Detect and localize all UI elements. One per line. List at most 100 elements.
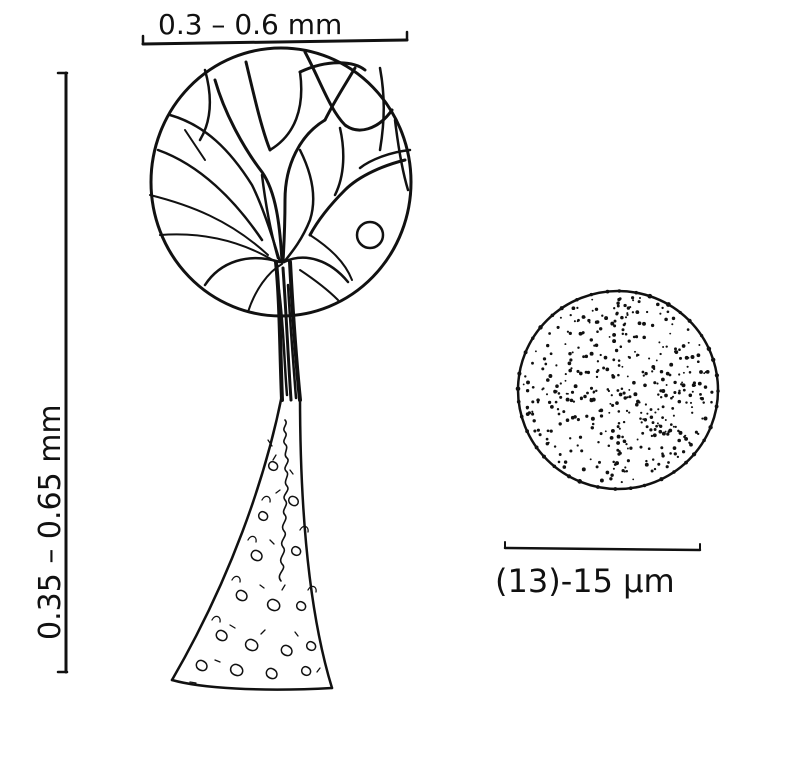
spore-dot [548,332,551,335]
spore-dot [607,444,611,447]
spore-dot [656,302,660,307]
spore-wall-bead [706,346,712,352]
spore-dot [677,399,682,404]
spore-dot [573,384,578,389]
spore-dot [696,353,701,358]
spore-dot [557,460,561,464]
spore-dot [547,400,552,405]
spore-dot [690,355,695,359]
spore-dot [676,455,680,459]
spore-dot [626,375,629,378]
spore-dot [624,466,627,469]
spore-dot [645,459,648,463]
spore-dot [576,418,580,422]
spore-wall-bead [559,306,564,311]
spore-dot [536,398,540,402]
spore-dot [596,360,600,363]
spore-dot [586,391,589,395]
spore-wall-bead [517,371,522,376]
spore-wall-bead [702,438,706,443]
spore-dot [628,411,631,414]
spore-dot [687,341,690,344]
spore-dot [644,403,648,406]
spore-dot [614,348,619,353]
spore-dot [662,346,665,348]
spore-dot [599,478,604,483]
spore-dot [677,438,681,443]
spore-dot [634,350,636,353]
spore-dot [657,393,660,396]
spore-dot [673,390,677,395]
spore-dot [632,380,636,385]
spore-dot [668,428,673,433]
spore-dot [624,316,628,319]
spore-dot [531,400,535,404]
spore-wall-bead [642,483,647,488]
spore-dot [661,454,665,458]
spore-dot [704,370,708,374]
spore-dot [608,335,611,338]
spore-dot [558,453,562,456]
spore-dot [569,449,573,453]
spore-dot [634,335,639,339]
spore-dot [642,321,646,326]
spore-dot [591,309,594,312]
spore-dot [665,465,669,469]
spore-dot [689,401,693,404]
spore-dot [626,396,629,399]
spore-dot [559,316,562,319]
spore-dot [693,384,697,387]
spore-dot [656,422,659,425]
spore-dot [568,331,572,336]
spore-dot [564,343,567,346]
spore-dot [686,365,689,368]
spore-dot [651,370,654,373]
spore-wall-bead [577,479,583,484]
spore-wall-bead [708,425,713,430]
spore-dot [618,450,621,453]
spore-dot [616,434,621,439]
spore-dot [620,387,624,390]
spore-dot [632,299,635,302]
spore-dot [631,296,635,300]
spore-dot [628,356,631,359]
spore-wall-bead [538,325,543,330]
spore-dot [639,417,642,420]
spore-dot [652,433,657,438]
spore-dot [621,469,625,473]
spore-dot [659,369,664,374]
spore-dot [612,460,615,464]
spore-dot [612,332,617,337]
spore-dot [692,381,696,385]
spore-dot [563,460,568,464]
spore-dot [617,364,621,367]
spore-dot [687,357,690,359]
capitulum [149,46,413,318]
spore-dot [653,428,657,431]
spore-dot [599,414,604,418]
spore-wall-bead [589,292,593,297]
spore-dot [643,383,647,388]
spore-dot [637,300,641,304]
spore-dot [669,362,674,367]
spore-dot [673,380,677,385]
spore-wall-bead [575,297,579,302]
spore-dot [603,355,608,360]
spore-wall-bead [714,373,720,378]
spore-dot [643,418,648,422]
spore-dot [665,384,668,386]
spore-dot [661,389,666,393]
spore-dot [659,424,663,428]
spore-dot [647,447,651,451]
spore-dot [632,335,636,339]
spore-dot [596,330,599,333]
spore-dot [564,373,567,376]
spore-wall-bead [691,452,697,457]
spore-dot [526,380,530,385]
spore-dot [611,373,615,377]
spore-dot [624,332,628,336]
spore-dot [545,442,549,446]
spore-dot [653,381,657,385]
spore-dot [542,387,545,390]
spore-dot [669,423,673,426]
